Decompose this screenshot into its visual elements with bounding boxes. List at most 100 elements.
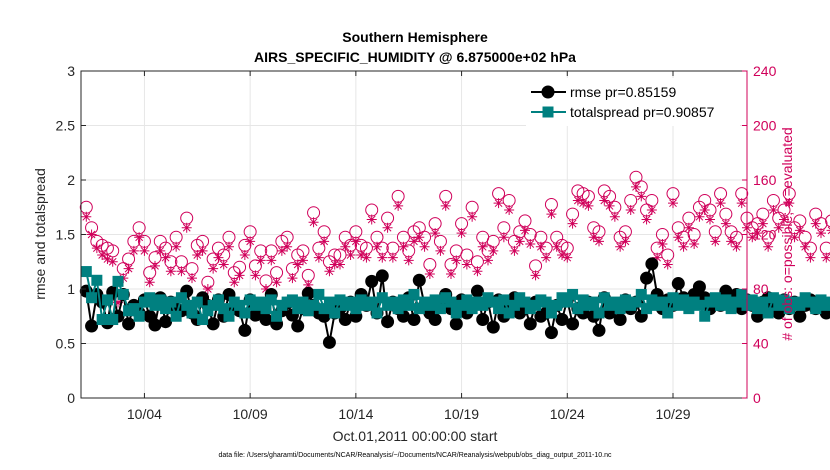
obs-evaluated-marker bbox=[271, 277, 282, 288]
y-axis-right-ticks: 0 40 80 120 160 200 240 bbox=[742, 63, 777, 406]
obs-evaluated-marker bbox=[350, 236, 361, 247]
obs-evaluated-marker bbox=[102, 254, 113, 265]
obs-evaluated-marker bbox=[107, 256, 118, 267]
obs-evaluated-marker bbox=[646, 204, 657, 215]
totalspread-marker bbox=[461, 294, 473, 306]
obs-evaluated-marker bbox=[546, 209, 557, 220]
obs-evaluated-marker bbox=[662, 259, 673, 270]
totalspread-marker bbox=[218, 303, 230, 315]
legend-totalspread-marker bbox=[542, 106, 554, 118]
totalspread-marker bbox=[313, 288, 325, 300]
obs-evaluated-marker bbox=[97, 249, 108, 260]
obs-evaluated-marker bbox=[361, 252, 372, 263]
obs-evaluated-marker bbox=[789, 232, 800, 243]
totalspread-marker bbox=[635, 288, 647, 300]
y-right-tick-label: 40 bbox=[753, 336, 769, 352]
obs-evaluated-marker bbox=[736, 198, 747, 209]
obs-evaluated-marker bbox=[144, 277, 155, 288]
totalspread-marker bbox=[323, 296, 335, 308]
rmse-marker bbox=[449, 317, 463, 331]
obs-evaluated-marker bbox=[224, 241, 234, 252]
obs-evaluated-marker bbox=[403, 255, 414, 266]
obs-evaluated-marker bbox=[239, 249, 250, 260]
totalspread-marker bbox=[318, 303, 330, 315]
obs-evaluated-marker bbox=[620, 236, 631, 247]
rmse-marker bbox=[338, 313, 352, 327]
obs-evaluated-marker bbox=[113, 297, 123, 308]
totalspread-marker bbox=[223, 310, 235, 322]
totalspread-marker bbox=[767, 292, 779, 304]
y-tick-label: 0 bbox=[67, 390, 75, 406]
totalspread-marker bbox=[725, 303, 737, 315]
totalspread-marker bbox=[551, 299, 563, 311]
rmse-marker bbox=[692, 280, 706, 294]
totalspread-marker bbox=[598, 292, 610, 304]
x-tick-label: 10/04 bbox=[127, 406, 162, 422]
totalspread-marker bbox=[366, 296, 378, 308]
totalspread-marker bbox=[286, 294, 298, 306]
x-tick-label: 10/14 bbox=[338, 406, 373, 422]
obs-evaluated-marker bbox=[599, 195, 610, 206]
rmse-marker bbox=[322, 335, 336, 349]
obs-evaluated-marker bbox=[345, 249, 356, 260]
series-layer bbox=[79, 170, 830, 349]
y-right-tick-label: 240 bbox=[753, 63, 777, 79]
rmse-marker bbox=[592, 323, 606, 337]
totalspread-marker bbox=[683, 303, 695, 315]
totalspread-marker bbox=[387, 296, 399, 308]
totalspread-marker bbox=[191, 296, 203, 308]
obs-evaluated-marker bbox=[773, 222, 784, 233]
totalspread-marker bbox=[498, 294, 510, 306]
y-axis-left-ticks: 0 0.5 1 1.5 2 2.5 3 bbox=[56, 63, 86, 406]
totalspread-marker bbox=[429, 294, 441, 306]
obs-evaluated-marker bbox=[715, 198, 726, 209]
obs-evaluated-marker bbox=[504, 204, 515, 215]
totalspread-marker bbox=[762, 307, 774, 319]
obs-evaluated-marker bbox=[578, 198, 589, 209]
obs-evaluated-marker bbox=[139, 245, 150, 256]
obs-evaluated-marker bbox=[794, 225, 805, 236]
obs-evaluated-marker bbox=[313, 252, 324, 263]
totalspread-marker bbox=[783, 303, 795, 315]
rmse-marker bbox=[412, 273, 426, 287]
data-file-footnote: data file: /Users/gharamti/Documents/NCA… bbox=[218, 452, 612, 459]
obs-evaluated-marker bbox=[128, 245, 139, 256]
totalspread-marker bbox=[112, 275, 124, 287]
totalspread-marker bbox=[91, 274, 103, 286]
obs-evaluated-marker bbox=[509, 245, 520, 256]
obs-evaluated-marker bbox=[768, 204, 779, 215]
totalspread-marker bbox=[350, 303, 362, 315]
obs-evaluated-marker bbox=[609, 211, 620, 222]
obs-evaluated-marker bbox=[387, 252, 398, 263]
obs-evaluated-marker bbox=[451, 255, 462, 266]
obs-evaluated-marker bbox=[134, 232, 145, 243]
totalspread-marker bbox=[720, 294, 732, 306]
totalspread-marker bbox=[693, 299, 705, 311]
totalspread-marker bbox=[503, 307, 515, 319]
totalspread-marker bbox=[804, 296, 816, 308]
obs-evaluated-marker bbox=[557, 249, 567, 260]
obs-evaluated-marker bbox=[800, 241, 811, 252]
obs-evaluated-marker bbox=[229, 277, 240, 288]
obs-evaluated-marker bbox=[303, 279, 314, 290]
totalspread-marker bbox=[160, 303, 172, 315]
rmse-marker bbox=[544, 326, 558, 340]
rmse-marker bbox=[381, 315, 395, 329]
rmse-marker bbox=[566, 317, 580, 331]
totalspread-marker bbox=[487, 296, 499, 308]
totalspread-marker bbox=[175, 292, 187, 304]
totalspread-marker bbox=[434, 303, 446, 315]
obs-evaluated-marker bbox=[165, 266, 176, 277]
obs-evaluated-marker bbox=[430, 228, 441, 239]
obs-evaluated-marker bbox=[567, 218, 578, 229]
totalspread-marker bbox=[572, 303, 584, 315]
obs-evaluated-marker bbox=[525, 239, 536, 250]
obs-evaluated-marker bbox=[720, 218, 731, 229]
obs-evaluated-marker bbox=[631, 181, 641, 192]
obs-evaluated-marker bbox=[181, 222, 192, 233]
totalspread-marker bbox=[519, 296, 531, 308]
obs-evaluated-marker bbox=[752, 228, 763, 239]
totalspread-marker bbox=[239, 307, 251, 319]
obs-evaluated-marker bbox=[652, 252, 663, 263]
obs-evaluated-marker bbox=[440, 200, 451, 211]
